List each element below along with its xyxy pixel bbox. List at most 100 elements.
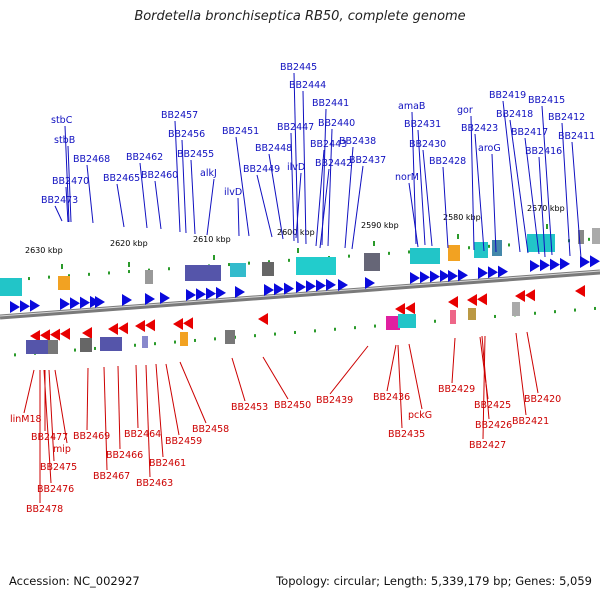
gene-leader-line bbox=[268, 153, 284, 240]
tick-mark-bottom bbox=[334, 327, 336, 331]
forward-gene-arrow bbox=[216, 286, 226, 299]
tick-mark-top bbox=[468, 246, 470, 250]
tick-mark-top bbox=[248, 261, 250, 265]
reverse-gene-arrow bbox=[515, 290, 525, 302]
gene-label-bottom: BB2459 bbox=[165, 436, 202, 447]
forward-gene-feature bbox=[296, 257, 336, 275]
gene-leader-line bbox=[86, 367, 89, 431]
reverse-gene-arrow bbox=[60, 327, 70, 340]
genome-backbone bbox=[0, 269, 600, 320]
forward-gene-arrow bbox=[206, 287, 216, 300]
forward-gene-arrow bbox=[145, 293, 155, 305]
gene-label-bottom: BB2453 bbox=[231, 402, 268, 413]
gene-label-top: BB2438 bbox=[339, 136, 376, 147]
forward-gene-feature bbox=[364, 253, 380, 271]
forward-gene-feature bbox=[0, 278, 22, 296]
gene-label-bottom: BB2469 bbox=[73, 431, 110, 442]
gene-label-top: BB2460 bbox=[141, 170, 178, 181]
forward-gene-feature bbox=[145, 270, 153, 284]
tick-mark-bottom bbox=[574, 308, 576, 312]
gene-leader-line bbox=[482, 335, 486, 440]
reverse-gene-arrow bbox=[173, 318, 183, 330]
gene-label-bottom: BB2477 bbox=[31, 432, 68, 443]
forward-gene-feature bbox=[578, 230, 584, 244]
forward-gene-arrow bbox=[186, 289, 196, 301]
forward-gene-arrow bbox=[70, 297, 80, 310]
reverse-gene-arrow bbox=[145, 319, 155, 332]
forward-gene-arrow bbox=[60, 298, 70, 310]
gene-label-bottom: BB2461 bbox=[149, 458, 186, 469]
gene-label-bottom: BB2478 bbox=[26, 504, 63, 515]
forward-gene-feature bbox=[474, 242, 488, 258]
forward-gene-arrow bbox=[560, 257, 570, 270]
gene-leader-line bbox=[67, 145, 72, 223]
gene-leader-line bbox=[116, 183, 125, 228]
forward-gene-arrow bbox=[160, 292, 170, 304]
gene-leader-line bbox=[256, 174, 273, 238]
gene-leader-line bbox=[165, 363, 180, 436]
gene-label-top: gor bbox=[457, 105, 473, 116]
gene-leader-line bbox=[174, 120, 181, 233]
tick-mark-bottom bbox=[314, 329, 316, 333]
gene-leader-line bbox=[408, 182, 419, 248]
forward-gene-feature bbox=[262, 262, 274, 276]
forward-gene-arrow bbox=[306, 280, 316, 293]
gene-leader-line bbox=[524, 137, 540, 255]
gene-label-top: amaB bbox=[398, 101, 425, 112]
gene-label-top: BB2470 bbox=[52, 176, 89, 187]
forward-gene-feature bbox=[230, 263, 246, 277]
gene-leader-line bbox=[235, 136, 250, 237]
forward-gene-arrow bbox=[550, 258, 560, 271]
tick-mark-bottom bbox=[534, 311, 536, 315]
gene-leader-line bbox=[451, 337, 456, 384]
gene-label-top: BB2448 bbox=[255, 143, 292, 154]
reverse-gene-arrow bbox=[575, 285, 585, 297]
genome-backbone-highlight bbox=[0, 270, 600, 317]
gene-label-top: BB2431 bbox=[404, 119, 441, 130]
gene-label-top: aroG bbox=[478, 143, 501, 154]
gene-leader-line bbox=[155, 363, 164, 458]
tick-mark-bottom bbox=[274, 332, 276, 336]
gene-leader-line bbox=[43, 369, 52, 484]
gene-label-bottom: BB2450 bbox=[274, 400, 311, 411]
gene-leader-line bbox=[154, 180, 162, 230]
gene-label-top: BB2473 bbox=[41, 195, 78, 206]
gene-leader-line bbox=[411, 111, 417, 245]
reverse-gene-feature bbox=[80, 338, 92, 352]
gene-label-top: BB2444 bbox=[289, 80, 326, 91]
kbp-label: 2620 kbp bbox=[110, 239, 148, 248]
gene-leader-line bbox=[135, 364, 139, 429]
forward-gene-arrow bbox=[478, 267, 488, 279]
forward-gene-arrow bbox=[20, 300, 30, 313]
forward-gene-arrow bbox=[80, 296, 90, 309]
gene-label-top: BB2423 bbox=[461, 123, 498, 134]
tick-mark-bottom bbox=[494, 314, 496, 318]
tick-mark-bottom bbox=[294, 330, 296, 334]
gene-leader-line bbox=[206, 178, 215, 236]
reverse-gene-arrow bbox=[30, 330, 40, 342]
tick-mark-top bbox=[348, 254, 350, 258]
tick-mark-top bbox=[68, 274, 70, 278]
gene-leader-line bbox=[117, 365, 121, 450]
gene-leader-line bbox=[344, 146, 354, 249]
gene-leader-line bbox=[145, 364, 151, 478]
gene-label-bottom: BB2475 bbox=[40, 462, 77, 473]
gene-leader-line bbox=[295, 172, 302, 239]
gene-label-top: BB2447 bbox=[277, 122, 314, 133]
gene-leader-line bbox=[397, 344, 403, 429]
gene-leader-line bbox=[231, 357, 246, 402]
gene-label-top: BB2449 bbox=[243, 164, 280, 175]
gene-label-bottom: BB2421 bbox=[512, 416, 549, 427]
reverse-gene-feature bbox=[386, 316, 400, 330]
forward-gene-feature bbox=[448, 245, 460, 261]
gene-leader-line bbox=[23, 369, 35, 414]
gene-label-bottom: BB2429 bbox=[438, 384, 475, 395]
gene-leader-line bbox=[139, 162, 148, 229]
forward-gene-arrow bbox=[458, 269, 468, 282]
gene-label-top: BB2468 bbox=[73, 154, 110, 165]
tick-mark-top bbox=[488, 244, 490, 248]
tick-mark-bottom bbox=[134, 343, 136, 347]
reverse-gene-arrow bbox=[448, 296, 458, 308]
gene-leader-line bbox=[481, 335, 490, 420]
